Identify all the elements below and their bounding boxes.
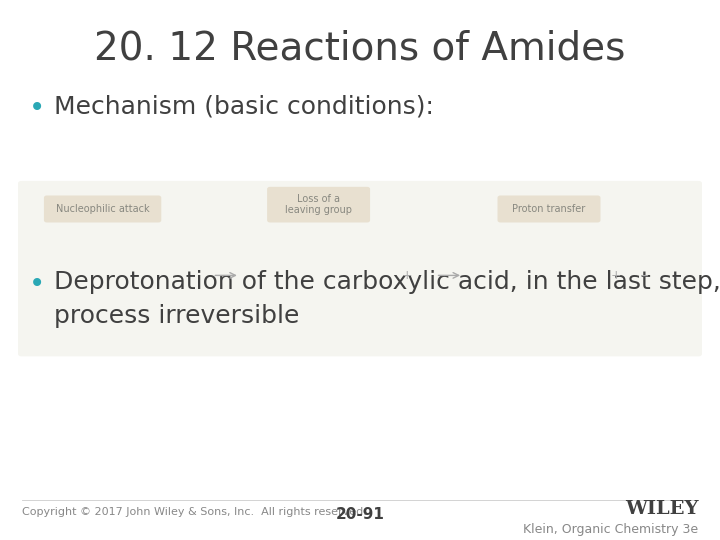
Text: •: • [29,94,45,123]
FancyBboxPatch shape [267,187,370,222]
Text: +: + [402,269,412,282]
Text: 20. 12 Reactions of Amides: 20. 12 Reactions of Amides [94,30,626,68]
FancyBboxPatch shape [18,181,702,356]
FancyBboxPatch shape [498,195,600,222]
Text: Copyright © 2017 John Wiley & Sons, Inc.  All rights reserved.: Copyright © 2017 John Wiley & Sons, Inc.… [22,507,366,517]
Text: –: – [641,268,648,283]
Text: Loss of a
leaving group: Loss of a leaving group [285,194,352,215]
Text: WILEY: WILEY [625,500,698,517]
Text: Nucleophilic attack: Nucleophilic attack [55,204,150,214]
Text: +: + [611,269,621,282]
Text: Proton transfer: Proton transfer [513,204,585,214]
Text: •: • [29,270,45,298]
FancyBboxPatch shape [44,195,161,222]
Text: Klein, Organic Chemistry 3e: Klein, Organic Chemistry 3e [523,523,698,536]
Text: Mechanism (basic conditions):: Mechanism (basic conditions): [54,94,434,118]
Text: Deprotonation of the carboxylic acid, in the last step, renders the
process irre: Deprotonation of the carboxylic acid, in… [54,270,720,328]
Text: 20-91: 20-91 [336,507,384,522]
